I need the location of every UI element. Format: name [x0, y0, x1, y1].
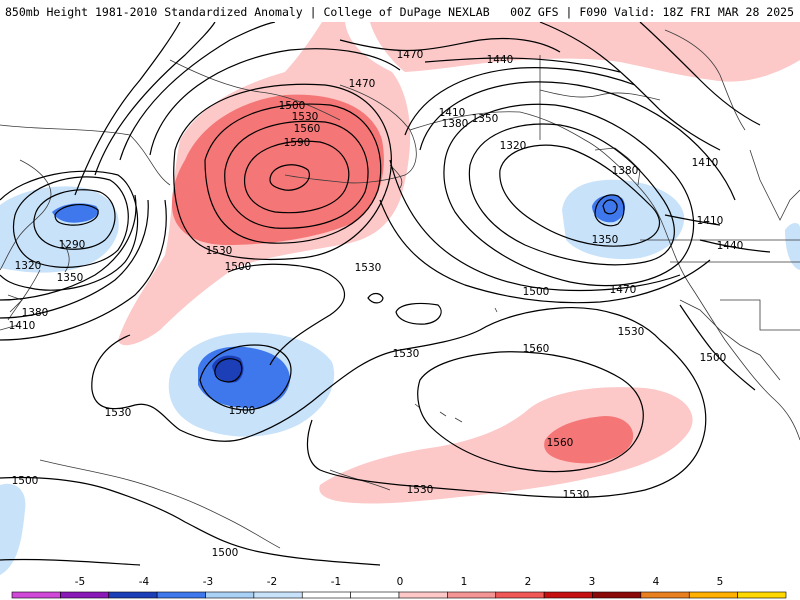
colorbar-tick-label: -4: [139, 576, 150, 588]
contour-label: 1410: [439, 107, 466, 119]
contour-label: 1350: [57, 272, 84, 284]
contour-label: 1290: [59, 239, 86, 251]
contour-label: 1470: [349, 78, 376, 90]
negative-anomaly-region: [562, 179, 685, 260]
colorbar-tick-label: -3: [203, 576, 213, 588]
colorbar-cell: [688, 591, 738, 599]
colorbar-tick-label: -2: [267, 576, 277, 588]
colorbar-cell: [592, 591, 642, 599]
colorbar-cell: [60, 591, 110, 599]
colorbar-cell: [11, 591, 61, 599]
colorbar-cell: [350, 591, 400, 599]
coastlines: [0, 29, 800, 549]
colorbar-tick-label: 0: [397, 576, 404, 588]
colorbar-tick-label: 5: [717, 576, 724, 588]
contour-label: 1590: [284, 137, 311, 149]
contour-label: 1500: [225, 261, 252, 273]
contour-label: 1410: [9, 320, 36, 332]
colorbar-cell: [447, 591, 497, 599]
anomaly-colorbar: -5 -4 -3 -2 -1 0 1 2 3 4 5: [11, 576, 787, 599]
contour-label: 1500: [279, 100, 306, 112]
contour-label: 1530: [206, 245, 233, 257]
colorbar-cell: [205, 591, 255, 599]
contour-label: 1380: [22, 307, 49, 319]
colorbar-tick-label: 4: [653, 576, 660, 588]
colorbar-cell: [301, 591, 351, 599]
contour-label: 1530: [105, 407, 132, 419]
anomaly-shading: [0, 22, 800, 575]
colorbar-cell: [156, 591, 206, 599]
contour-label: 1560: [294, 123, 321, 135]
colorbar-cell: [737, 591, 787, 599]
model-run-info: 00Z GFS | F090 Valid: 18Z FRI MAR 28 202…: [510, 5, 794, 19]
colorbar-cell: [253, 591, 303, 599]
colorbar-tick-label: -1: [331, 576, 341, 588]
positive-anomaly-region: [370, 22, 800, 82]
contour-label: 1560: [523, 343, 550, 355]
contour-label: 1530: [563, 489, 590, 501]
colorbar-cell: [108, 591, 158, 599]
colorbar-tick-label: 2: [525, 576, 532, 588]
colorbar-tick-label: 3: [589, 576, 596, 588]
map-title: 850mb Height 1981-2010 Standardized Anom…: [5, 5, 490, 19]
contour-label: 1560: [547, 437, 574, 449]
contour-label: 1500: [212, 547, 239, 559]
colorbar-tick-label: 1: [461, 576, 468, 588]
colorbar-cell: [543, 591, 593, 599]
contour-label: 1470: [397, 49, 424, 61]
positive-anomaly-region: [172, 94, 384, 245]
contour-label: 1410: [692, 157, 719, 169]
positive-anomaly-region: [319, 387, 693, 504]
colorbar-tick-label: -5: [75, 576, 85, 588]
contour-label: 1530: [292, 111, 319, 123]
contour-label: 1320: [15, 260, 42, 272]
contour-label: 1470: [610, 284, 637, 296]
negative-anomaly-region: [785, 223, 800, 270]
contour-label: 1500: [700, 352, 727, 364]
contour-label: 1440: [717, 240, 744, 252]
height-contours: [0, 21, 771, 566]
contour-label: 1380: [612, 165, 639, 177]
negative-anomaly-region: [592, 194, 626, 223]
contour-label: 1350: [592, 234, 619, 246]
contour-label: 1440: [487, 54, 514, 66]
contour-label: 1320: [500, 140, 527, 152]
colorbar-cell: [398, 591, 448, 599]
contour-label: 1530: [355, 262, 382, 274]
contour-label: 1350: [472, 113, 499, 125]
colorbar-cell: [495, 591, 545, 599]
contour-label: 1500: [523, 286, 550, 298]
negative-anomaly-region: [0, 483, 26, 575]
colorbar-cell: [640, 591, 690, 599]
contour-label: 1410: [697, 215, 724, 227]
positive-anomaly-region: [544, 416, 634, 464]
contour-label: 1500: [12, 475, 39, 487]
contour-label: 1530: [618, 326, 645, 338]
map-header: 850mb Height 1981-2010 Standardized Anom…: [0, 0, 800, 22]
contour-label: 1380: [442, 118, 469, 130]
contour-label: 1530: [393, 348, 420, 360]
contour-label: 1500: [229, 405, 256, 417]
contour-label: 1530: [407, 484, 434, 496]
